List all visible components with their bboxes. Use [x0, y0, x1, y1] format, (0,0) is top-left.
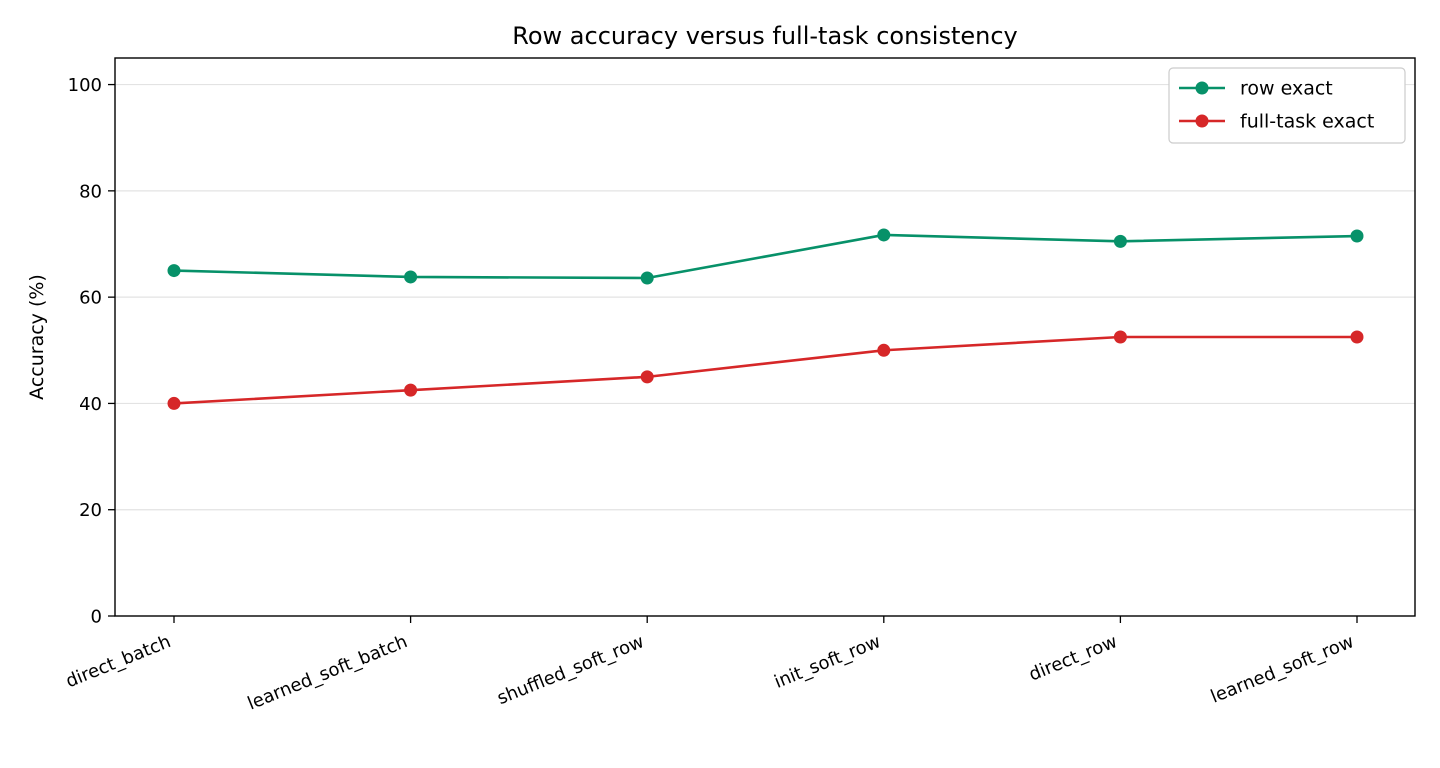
legend-marker	[1195, 81, 1209, 95]
data-point	[1350, 229, 1364, 243]
y-tick-label: 100	[68, 75, 102, 96]
series-lines	[167, 228, 1364, 410]
data-point	[1113, 234, 1127, 248]
y-tick-label: 0	[91, 607, 102, 628]
data-point	[1113, 330, 1127, 344]
y-axis: 0 20 40 60 80 100	[68, 75, 115, 628]
y-tick-label: 60	[79, 288, 102, 309]
x-axis: direct_batch learned_soft_batch shuffled_s…	[63, 616, 1358, 714]
data-point	[404, 383, 418, 397]
data-point	[877, 228, 891, 242]
legend: row exact full-task exact	[1168, 67, 1406, 144]
legend-marker	[1195, 114, 1209, 128]
plot-frame	[114, 57, 1416, 617]
x-tick-label: shuffled_soft_row	[494, 631, 647, 709]
series-line	[173, 233, 1358, 280]
data-point	[640, 370, 654, 384]
data-point	[640, 271, 654, 285]
data-point	[167, 264, 181, 278]
y-axis-label: Accuracy (%)	[26, 274, 48, 400]
x-tick-label: learned_soft_row	[1208, 631, 1357, 708]
data-point	[877, 343, 891, 357]
chart-title: Row accuracy versus full-task consistenc…	[512, 22, 1018, 50]
x-tick-label: direct_row	[1026, 631, 1120, 685]
data-point	[404, 270, 418, 284]
legend-label: full-task exact	[1240, 111, 1374, 133]
data-point	[1350, 330, 1364, 344]
legend-label: row exact	[1240, 78, 1333, 100]
y-tick-label: 40	[79, 394, 102, 415]
x-tick-label: direct_batch	[63, 631, 174, 692]
y-tick-label: 20	[79, 500, 102, 521]
x-tick-label: init_soft_row	[771, 631, 883, 693]
data-point	[167, 396, 181, 410]
x-tick-label: learned_soft_batch	[245, 631, 411, 714]
gridlines	[115, 83, 1415, 511]
series-line	[173, 335, 1357, 405]
legend-box	[1168, 67, 1406, 144]
y-tick-label: 80	[79, 181, 102, 202]
